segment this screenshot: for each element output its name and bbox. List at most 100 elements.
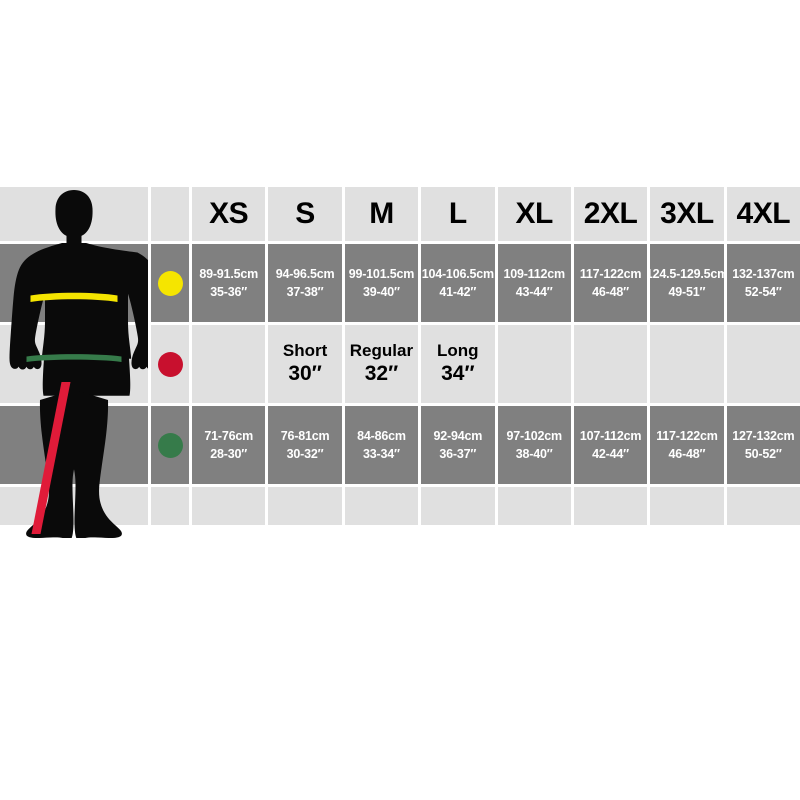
measure-cm: 76-81cm [280, 428, 330, 443]
footer-cell-4xl [726, 487, 800, 525]
cell-waist-m: 84-86cm 33-34″ [344, 406, 419, 484]
measure-in: 30-32″ [286, 447, 324, 461]
leg-value: 30″ [288, 362, 322, 386]
measure-cm: 94-96.5cm [275, 266, 335, 281]
cell-chest-l: 104-106.5cm 41-42″ [421, 244, 495, 322]
swatch-header-cell [151, 187, 189, 241]
footer-cell-m [344, 487, 419, 525]
cell-waist-xl: 97-102cm 38-40″ [497, 406, 571, 484]
cell-waist-s: 76-81cm 30-32″ [268, 406, 342, 484]
measure-in: 37-38″ [286, 285, 324, 299]
measure-in: 52-54″ [744, 285, 782, 299]
figure-cell-waist [0, 406, 148, 484]
figure-footer-cell [0, 487, 148, 525]
leg-name: Long [437, 340, 479, 360]
cell-chest-3xl: 124.5-129.5cm 49-51″ [650, 244, 724, 322]
size-label: XS [209, 197, 249, 230]
size-header-xl: XL [497, 187, 571, 241]
cell-chest-xs: 89-91.5cm 35-36″ [192, 244, 266, 322]
size-header-l: L [421, 187, 495, 241]
cell-chest-m: 99-101.5cm 39-40″ [344, 244, 419, 322]
measure-cm: 97-102cm [506, 428, 562, 443]
yellow-dot-icon [157, 270, 183, 296]
table-row-leg: Short 30″ Regular 32″ Long 34″ [0, 325, 800, 403]
cell-leg-s: Short 30″ [268, 325, 342, 403]
table-row-waist: 71-76cm 28-30″ 76-81cm 30-32″ 84-86cm 33… [0, 406, 800, 484]
cell-leg-4xl [726, 325, 800, 403]
cell-waist-xs: 71-76cm 28-30″ [192, 406, 266, 484]
measure-in: 36-37″ [439, 447, 477, 461]
measure-in: 33-34″ [363, 447, 400, 461]
size-label: S [295, 197, 315, 230]
measure-cm: 92-94cm [433, 428, 483, 443]
swatch-cell-leg [151, 325, 189, 403]
measure-in: 42-44″ [592, 447, 629, 461]
swatch-cell-waist [151, 406, 189, 484]
cell-leg-xs [192, 325, 266, 403]
footer-cell-xs [192, 487, 266, 525]
size-header-s: S [268, 187, 342, 241]
size-table: XS S M L XL 2XL 3XL 4XL [0, 187, 800, 546]
cell-chest-s: 94-96.5cm 37-38″ [268, 244, 342, 322]
green-dot-icon [157, 432, 183, 458]
measure-in: 41-42″ [439, 285, 477, 299]
measure-cm: 124.5-129.5cm [650, 266, 724, 281]
measure-in: 46-48″ [592, 285, 629, 299]
cell-chest-4xl: 132-137cm 52-54″ [726, 244, 800, 322]
cell-leg-l: Long 34″ [421, 325, 495, 403]
measure-cm: 84-86cm [357, 428, 406, 443]
footer-cell-s [268, 487, 342, 525]
measure-in: 46-48″ [668, 447, 706, 461]
size-label: M [369, 197, 394, 230]
measure-in: 38-40″ [515, 447, 553, 461]
measure-in: 50-52″ [744, 447, 782, 461]
measure-in: 28-30″ [210, 447, 248, 461]
cell-waist-4xl: 127-132cm 50-52″ [726, 406, 800, 484]
cell-waist-3xl: 117-122cm 46-48″ [650, 406, 724, 484]
size-label: 4XL [736, 197, 791, 230]
red-dot-icon [157, 351, 183, 377]
leg-value: 34″ [441, 362, 475, 386]
measure-cm: 117-122cm [579, 266, 642, 281]
size-header-xs: XS [192, 187, 266, 241]
size-label: XL [515, 197, 554, 230]
footer-cell-3xl [650, 487, 724, 525]
measure-in: 43-44″ [515, 285, 553, 299]
measure-cm: 89-91.5cm [199, 266, 259, 281]
footer-cell-l [421, 487, 495, 525]
swatch-cell-chest [151, 244, 189, 322]
measure-in: 35-36″ [210, 285, 248, 299]
size-header-4xl: 4XL [726, 187, 800, 241]
measure-in: 39-40″ [363, 285, 400, 299]
leg-name: Short [282, 340, 328, 360]
measure-cm: 117-122cm [656, 428, 718, 443]
leg-value: 32″ [364, 362, 399, 386]
size-label: L [448, 197, 467, 230]
cell-leg-2xl [573, 325, 648, 403]
cell-chest-2xl: 117-122cm 46-48″ [573, 244, 648, 322]
measure-cm: 99-101.5cm [348, 266, 415, 281]
measure-cm: 104-106.5cm [421, 266, 494, 281]
size-header-2xl: 2XL [573, 187, 648, 241]
measure-in: 49-51″ [668, 285, 706, 299]
size-header-m: M [344, 187, 419, 241]
figure-cell-chest [0, 244, 148, 322]
cell-chest-xl: 109-112cm 43-44″ [497, 244, 571, 322]
swatch-footer-cell [151, 487, 189, 525]
cell-waist-2xl: 107-112cm 42-44″ [573, 406, 648, 484]
cell-leg-xl [497, 325, 571, 403]
table-footer-row [0, 487, 800, 525]
footer-cell-2xl [573, 487, 648, 525]
footer-cell-xl [497, 487, 571, 525]
figure-header-cell [0, 187, 148, 241]
measure-cm: 127-132cm [732, 428, 795, 443]
figure-cell-leg [0, 325, 148, 403]
size-label: 2XL [583, 197, 638, 230]
measure-cm: 71-76cm [204, 428, 253, 443]
cell-waist-l: 92-94cm 36-37″ [421, 406, 495, 484]
cell-leg-m: Regular 32″ [344, 325, 419, 403]
leg-name: Regular [349, 340, 414, 360]
table-row-chest: 89-91.5cm 35-36″ 94-96.5cm 37-38″ 99-101… [0, 244, 800, 322]
measure-cm: 107-112cm [579, 428, 642, 443]
measure-cm: 109-112cm [503, 266, 565, 281]
